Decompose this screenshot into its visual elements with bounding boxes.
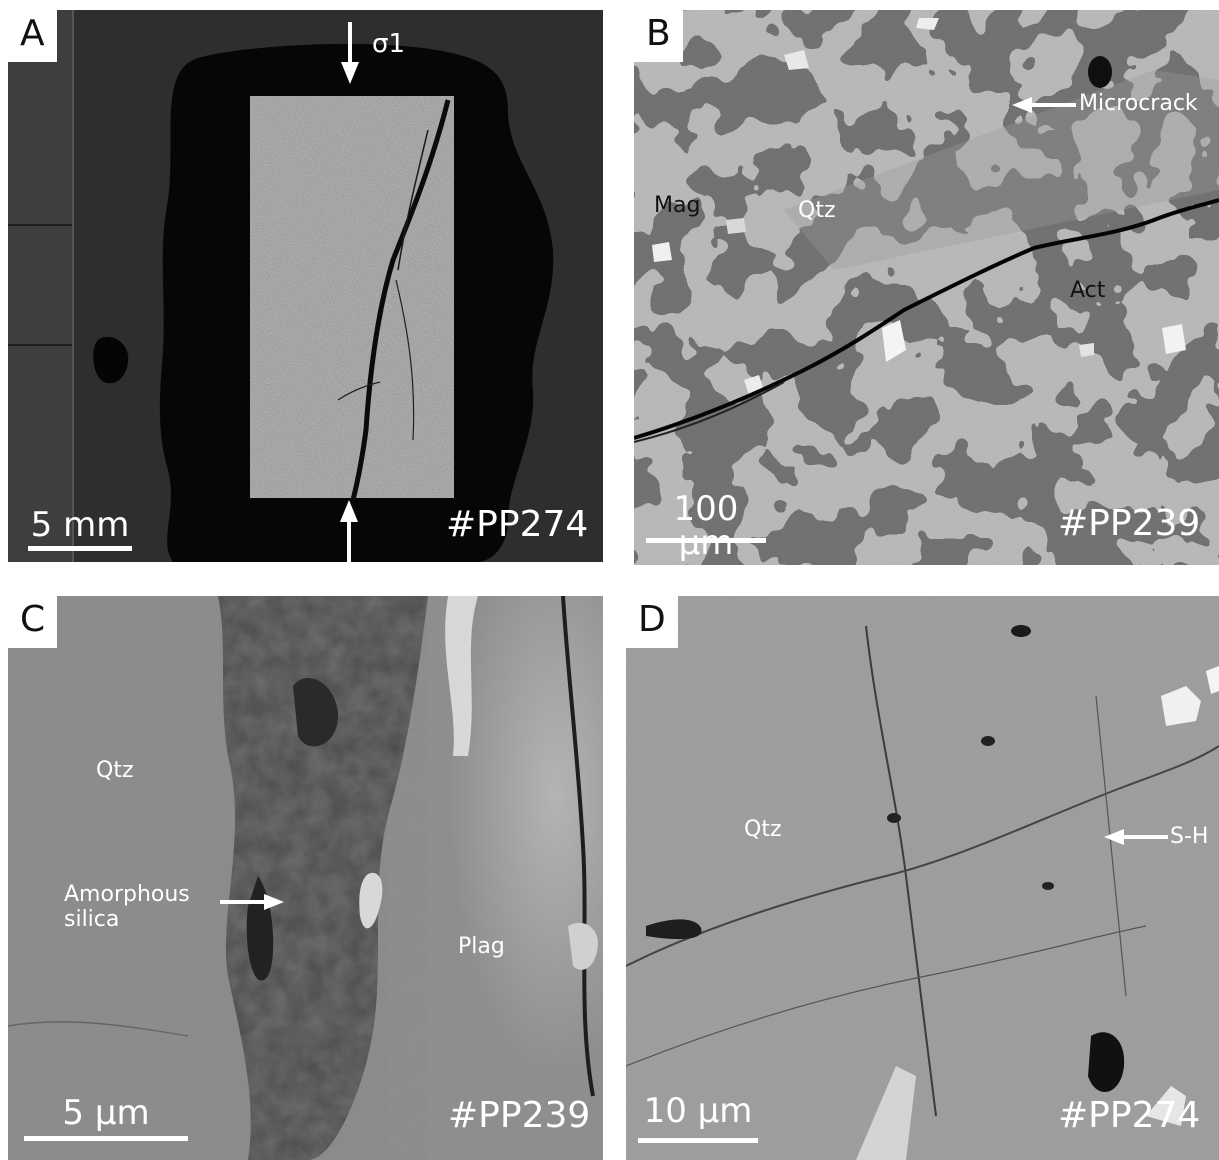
panel-b: B Microcrack Mag Qtz Act 100 µm #PP239: [634, 10, 1219, 565]
sigma1-label: σ1: [372, 29, 406, 59]
panel-b-scale-bar: 100 µm: [646, 492, 766, 560]
plag-label: Plag: [458, 934, 505, 959]
panel-c-qtz-label: Qtz: [96, 758, 134, 783]
panel-b-sample-id: #PP239: [1058, 503, 1201, 544]
mag-label: Mag: [654, 193, 701, 218]
panel-b-qtz-label: Qtz: [798, 198, 836, 223]
microcrack-label: Microcrack: [1079, 91, 1198, 116]
microcrack-arrow-icon: [1012, 97, 1076, 113]
panel-c: C Qtz Amorphous silica Plag 5 µm #PP239: [8, 596, 603, 1160]
panel-d: D Qtz S-H 10 µm #PP274: [626, 596, 1219, 1160]
amorphous-silica-arrow-icon: [220, 894, 284, 910]
panel-c-scale-label: 5 µm: [62, 1093, 150, 1133]
panel-a-sample-id: #PP274: [446, 504, 589, 545]
panel-a-image: [8, 10, 603, 562]
amorphous-silica-label-line2: silica: [64, 907, 120, 933]
panel-b-scale-label: 100 µm: [673, 489, 739, 563]
panel-a-scale-bar: 5 mm: [28, 505, 132, 551]
panel-b-image: [634, 10, 1219, 565]
sigma1-top-arrow-icon: [341, 22, 359, 84]
panel-d-scale-bar: 10 µm: [638, 1091, 758, 1143]
panel-d-sample-id: #PP274: [1058, 1095, 1201, 1136]
sh-arrow-icon: [1104, 829, 1168, 845]
panel-a-letter: A: [8, 10, 57, 62]
panel-d-scale-label: 10 µm: [643, 1091, 753, 1131]
panel-d-image: [626, 596, 1219, 1160]
panel-c-image: [8, 596, 603, 1160]
sh-label: S-H: [1170, 824, 1209, 849]
sigma1-bottom-arrow-icon: [340, 500, 358, 562]
panel-a-scale-label: 5 mm: [30, 505, 130, 545]
panel-d-qtz-label: Qtz: [744, 817, 782, 842]
panel-d-letter: D: [626, 596, 678, 648]
panel-b-letter: B: [634, 10, 683, 62]
amorphous-silica-label-line1: Amorphous: [64, 882, 190, 907]
panel-a: A σ1 5 mm #PP274: [8, 10, 603, 562]
act-label: Act: [1070, 278, 1106, 303]
panel-c-scale-bar: 5 µm: [24, 1093, 188, 1141]
amorphous-silica-label: Amorphous silica: [64, 882, 190, 933]
panel-c-letter: C: [8, 596, 58, 648]
panel-c-sample-id: #PP239: [448, 1095, 591, 1136]
